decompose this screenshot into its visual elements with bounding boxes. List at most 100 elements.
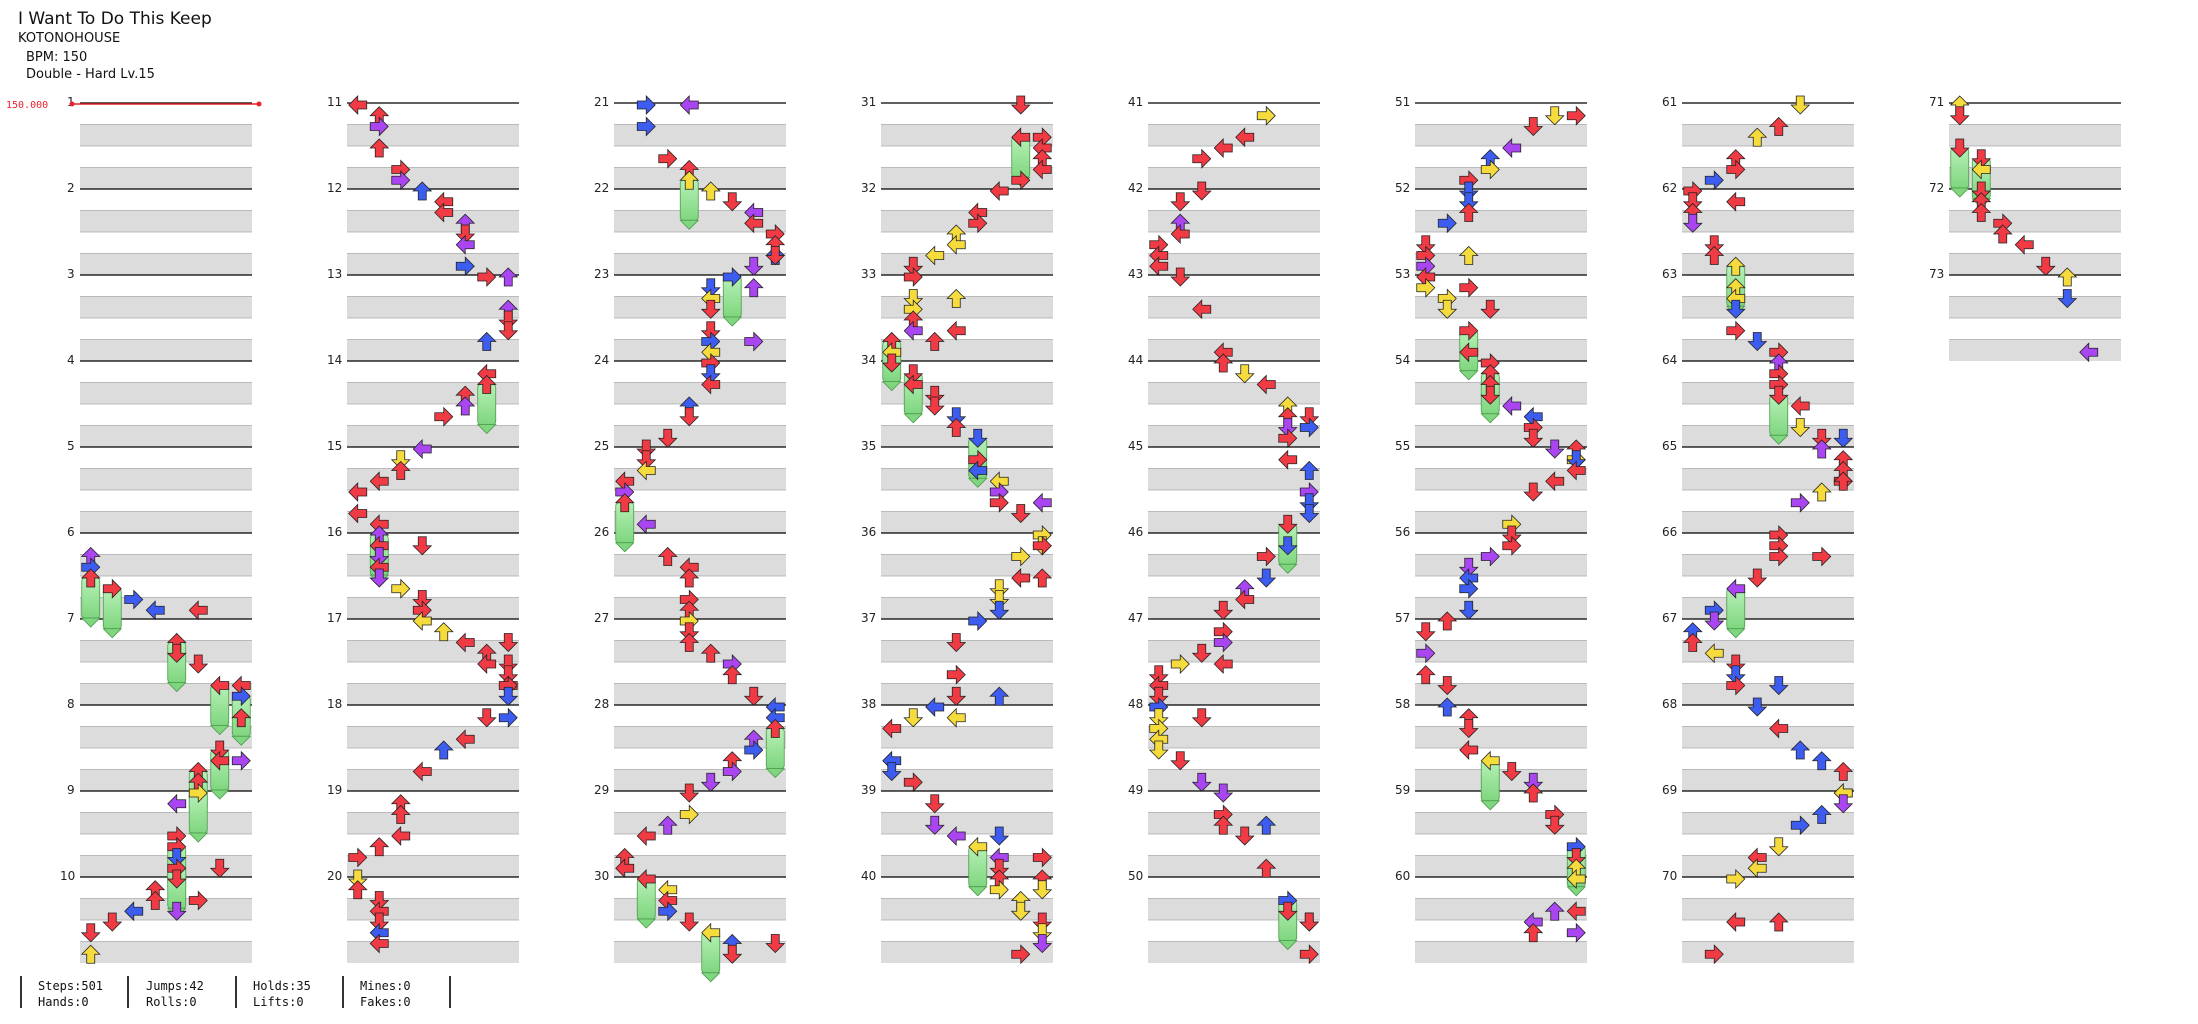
arrow-note	[1277, 901, 1298, 921]
arrow-up-icon	[1415, 665, 1436, 685]
arrow-left-icon	[1459, 740, 1479, 760]
arrow-left-icon	[1170, 224, 1190, 244]
arrow-note	[968, 460, 988, 481]
arrow-up-icon	[1704, 245, 1725, 265]
arrow-down-icon	[700, 278, 721, 298]
arrow-note	[722, 944, 743, 964]
arrow-down-icon	[1480, 385, 1501, 405]
arrow-down-icon	[1032, 934, 1053, 954]
measure-37: 37	[861, 611, 1053, 705]
beat-band	[1682, 425, 1854, 447]
arrow-down-icon	[1299, 407, 1320, 427]
arrow-down-icon	[1833, 794, 1854, 814]
arrow-note	[1213, 632, 1233, 653]
measure-68: 68	[1662, 697, 1854, 791]
measure-number: 20	[327, 869, 342, 883]
arrow-note	[455, 632, 475, 653]
beat-band	[1415, 554, 1587, 576]
arrow-right-icon	[989, 879, 1009, 900]
arrow-note	[188, 600, 208, 621]
arrow-note	[636, 439, 657, 459]
lifts-count: Lifts:0	[253, 995, 304, 1009]
hold-tail	[614, 542, 635, 553]
measure-number: 4	[67, 353, 75, 367]
arrow-note	[1299, 460, 1320, 480]
hold-tail	[1480, 413, 1501, 424]
arrow-up-icon	[614, 493, 635, 513]
measure-number: 37	[861, 611, 876, 625]
arrow-down-icon	[1747, 568, 1768, 588]
arrow-note	[1747, 568, 1768, 588]
arrow-note	[209, 858, 230, 878]
arrow-up-icon	[145, 890, 166, 910]
arrow-left-icon	[455, 234, 475, 255]
arrow-down-icon	[1480, 299, 1501, 319]
beat-band	[1415, 382, 1587, 404]
measure-number: 33	[861, 267, 876, 281]
arrow-down-icon	[498, 686, 519, 706]
arrow-note	[1971, 159, 1991, 180]
measure-number: 53	[1395, 267, 1410, 281]
beat-band	[614, 640, 786, 662]
measure-60: 60	[1395, 869, 1587, 963]
arrow-left-icon	[1566, 460, 1586, 481]
arrow-note	[1790, 95, 1811, 115]
measure-number: 22	[594, 181, 609, 195]
measure-number: 68	[1662, 697, 1677, 711]
beat-band	[881, 124, 1053, 146]
arrow-note	[1299, 493, 1320, 513]
arrow-note	[498, 654, 519, 674]
arrow-left-icon	[989, 181, 1009, 201]
beat-band	[1148, 726, 1320, 748]
arrow-note	[744, 331, 764, 352]
arrow-note	[1811, 751, 1832, 771]
beat-band	[1415, 468, 1587, 490]
beat-band	[1682, 167, 1854, 189]
arrow-note	[412, 590, 433, 610]
measure-number: 62	[1662, 181, 1677, 195]
measure-number: 2	[67, 181, 75, 195]
arrow-note	[1032, 492, 1052, 513]
hold-tail	[700, 972, 721, 983]
arrow-up-icon	[679, 170, 700, 190]
measure-number: 5	[67, 439, 75, 453]
beat-band	[80, 898, 252, 920]
arrow-right-icon	[498, 707, 518, 728]
beat-band	[881, 855, 1053, 877]
arrow-down-icon	[1768, 385, 1789, 405]
arrow-note	[924, 331, 945, 351]
arrow-note	[1011, 546, 1031, 567]
arrow-up-icon	[347, 880, 368, 900]
arrow-right-icon	[1790, 815, 1810, 836]
arrow-note	[1566, 869, 1586, 889]
measure-31: 31	[861, 95, 1053, 189]
beat-band	[881, 941, 1053, 963]
beat-band	[1148, 683, 1320, 705]
arrow-up-icon	[1811, 482, 1832, 502]
measure-number: 60	[1395, 869, 1410, 883]
measure-72: 72	[1929, 181, 2121, 275]
beat-band	[347, 554, 519, 576]
arrow-note	[881, 762, 902, 782]
beat-band	[881, 769, 1053, 791]
arrow-right-icon	[102, 578, 122, 599]
arrow-note	[1726, 675, 1746, 696]
arrow-note	[124, 901, 144, 922]
arrow-up-icon	[1811, 751, 1832, 771]
arrow-down-icon	[102, 912, 123, 932]
arrow-note	[1811, 804, 1832, 824]
arrow-left-icon	[1032, 159, 1052, 180]
arrow-note	[369, 116, 389, 137]
beat-band	[881, 425, 1053, 447]
beat-band	[1682, 812, 1854, 834]
arrow-right-icon	[434, 406, 454, 427]
arrow-note	[231, 750, 251, 771]
arrow-note	[2057, 289, 2078, 309]
arrow-note	[701, 374, 721, 395]
measure-26: 26	[594, 525, 786, 619]
beat-band	[1148, 511, 1320, 533]
arrow-up-icon	[80, 568, 101, 588]
arrow-down-icon	[1148, 665, 1169, 685]
arrow-note	[657, 546, 678, 566]
arrow-note	[80, 568, 101, 588]
